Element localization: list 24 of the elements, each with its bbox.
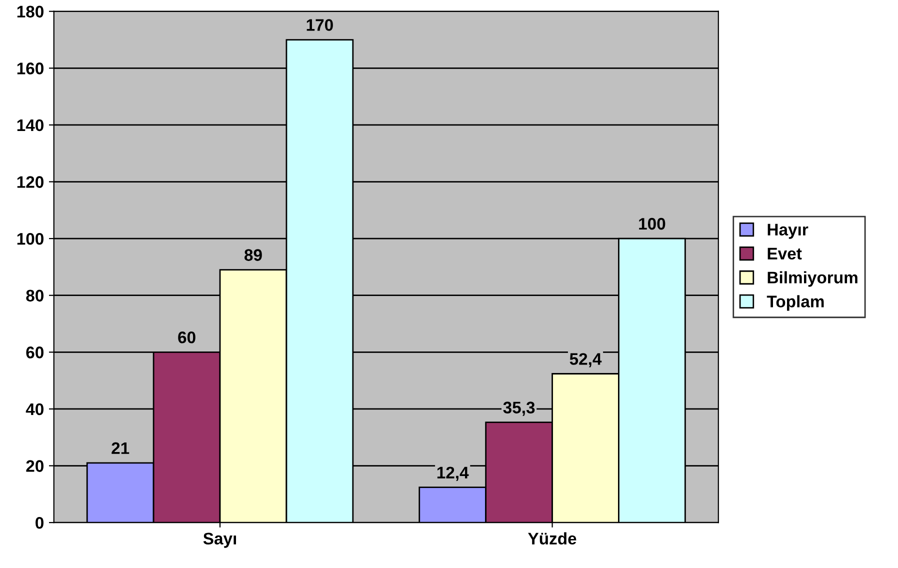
y-tick-label: 140 — [17, 119, 44, 132]
y-tick-label: 20 — [26, 460, 44, 472]
y-tick-label: 180 — [17, 6, 44, 18]
data-label: 35,3 — [503, 402, 535, 416]
legend-label: Bilmiyorum — [768, 271, 858, 287]
y-tick-label: 120 — [17, 176, 44, 188]
x-tick-label: Sayı — [203, 532, 236, 548]
data-label: 12,4 — [437, 466, 469, 481]
x-tick-label: Yüzde — [528, 532, 576, 545]
data-label: 89 — [244, 249, 262, 261]
legend-label: Evet — [768, 248, 802, 260]
y-tick-label: 40 — [26, 403, 44, 416]
y-tick-label: 80 — [26, 290, 44, 302]
y-tick-label: 100 — [17, 232, 44, 245]
data-label: 21 — [112, 442, 130, 454]
legend-label: Toplam — [766, 295, 824, 311]
legend-label: Hayır — [768, 224, 808, 239]
data-label: 60 — [178, 332, 196, 344]
data-label: 52,4 — [570, 353, 602, 368]
data-label: 170 — [306, 19, 333, 31]
y-tick-label: 160 — [17, 62, 44, 74]
data-label: 100 — [639, 218, 666, 230]
y-tick-label: 60 — [26, 346, 44, 358]
y-tick-label: 0 — [36, 516, 44, 529]
